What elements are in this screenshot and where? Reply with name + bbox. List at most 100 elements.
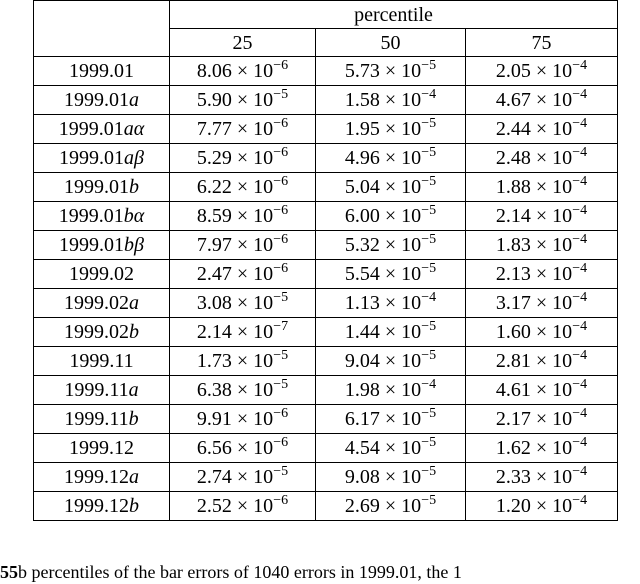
times-ten: × 10 — [231, 466, 274, 488]
exponent: −4 — [572, 319, 588, 334]
mantissa: 8.06 — [196, 60, 232, 82]
mantissa: 5.32 — [344, 234, 380, 256]
exponent: −4 — [572, 116, 588, 131]
value-cell: 1.20 × 10−4 — [465, 491, 618, 521]
times-ten: × 10 — [379, 466, 422, 488]
mantissa: 4.96 — [344, 147, 380, 169]
times-ten: × 10 — [379, 408, 422, 430]
times-ten: × 10 — [530, 205, 573, 227]
exponent: −4 — [572, 261, 588, 276]
value-cell: 6.38 × 10−5 — [169, 375, 316, 405]
exponent: −7 — [273, 319, 289, 334]
row-label: 1999.01bα — [33, 201, 170, 231]
exponent: −6 — [273, 406, 289, 421]
value-cell: 6.00 × 10−5 — [315, 201, 466, 231]
row-label: 1999.01a — [33, 85, 170, 115]
mantissa: 3.17 — [495, 292, 531, 314]
times-ten: × 10 — [530, 118, 573, 140]
table-row: 1999.01bα 8.59 × 10−6 6.00 × 10−5 2.14 × 10… — [33, 201, 618, 231]
value-cell: 4.61 × 10−4 — [465, 375, 618, 405]
value-cell: 6.17 × 10−5 — [315, 404, 466, 434]
row-label: 1999.11a — [33, 375, 170, 405]
value-cell: 2.17 × 10−4 — [465, 404, 618, 434]
times-ten: × 10 — [231, 263, 274, 285]
times-ten: × 10 — [379, 437, 422, 459]
row-label: 1999.02b — [33, 317, 170, 347]
table-row: 1999.01a 5.90 × 10−5 1.58 × 10−4 4.67 × 10−… — [33, 85, 618, 115]
row-label: 1999.02 — [33, 259, 170, 289]
value-cell: 6.56 × 10−6 — [169, 433, 316, 463]
exponent: −6 — [273, 493, 289, 508]
times-ten: × 10 — [530, 408, 573, 430]
caption-number: 55 — [0, 562, 18, 582]
mantissa: 5.90 — [196, 89, 232, 111]
value-cell: 1.73 × 10−5 — [169, 346, 316, 376]
mantissa: 4.54 — [344, 437, 380, 459]
value-cell: 2.44 × 10−4 — [465, 114, 618, 144]
times-ten: × 10 — [379, 234, 422, 256]
times-ten: × 10 — [530, 437, 573, 459]
mantissa: 4.67 — [495, 89, 531, 111]
value-cell: 2.81 × 10−4 — [465, 346, 618, 376]
value-cell: 2.05 × 10−4 — [465, 56, 618, 86]
mantissa: 1.98 — [344, 379, 380, 401]
exponent: −6 — [273, 116, 289, 131]
row-label: 1999.12 — [33, 433, 170, 463]
table-row: 1999.11b 9.91 × 10−6 6.17 × 10−5 2.17 × 10−… — [33, 404, 618, 434]
column-header-50: 50 — [315, 28, 466, 57]
mantissa: 9.04 — [344, 350, 380, 372]
value-cell: 2.48 × 10−4 — [465, 143, 618, 173]
value-cell: 2.47 × 10−6 — [169, 259, 316, 289]
exponent: −5 — [421, 464, 437, 479]
mantissa: 1.44 — [344, 321, 380, 343]
exponent: −4 — [421, 87, 437, 102]
times-ten: × 10 — [379, 147, 422, 169]
times-ten: × 10 — [231, 205, 274, 227]
exponent: −5 — [421, 348, 437, 363]
value-cell: 4.54 × 10−5 — [315, 433, 466, 463]
table-row: 1999.01 8.06 × 10−6 5.73 × 10−5 2.05 × 10−4 — [33, 56, 618, 86]
value-cell: 5.73 × 10−5 — [315, 56, 466, 86]
exponent: −4 — [572, 464, 588, 479]
table-row: 1999.02 2.47 × 10−6 5.54 × 10−5 2.13 × 10−4 — [33, 259, 618, 289]
value-cell: 5.54 × 10−5 — [315, 259, 466, 289]
row-label: 1999.12a — [33, 462, 170, 492]
mantissa: 1.62 — [495, 437, 531, 459]
times-ten: × 10 — [231, 234, 274, 256]
mantissa: 5.04 — [344, 176, 380, 198]
mantissa: 1.60 — [495, 321, 531, 343]
exponent: −6 — [273, 261, 289, 276]
value-cell: 8.59 × 10−6 — [169, 201, 316, 231]
exponent: −5 — [421, 145, 437, 160]
row-label: 1999.11b — [33, 404, 170, 434]
times-ten: × 10 — [231, 321, 274, 343]
value-cell: 5.29 × 10−6 — [169, 143, 316, 173]
exponent: −4 — [572, 493, 588, 508]
times-ten: × 10 — [530, 147, 573, 169]
row-label: 1999.02a — [33, 288, 170, 318]
times-ten: × 10 — [530, 176, 573, 198]
value-cell: 2.52 × 10−6 — [169, 491, 316, 521]
mantissa: 2.52 — [196, 495, 232, 517]
exponent: −6 — [273, 232, 289, 247]
exponent: −5 — [421, 493, 437, 508]
mantissa: 2.44 — [495, 118, 531, 140]
times-ten: × 10 — [530, 292, 573, 314]
exponent: −5 — [273, 87, 289, 102]
table-row: 1999.12a 2.74 × 10−5 9.08 × 10−5 2.33 × 10−… — [33, 462, 618, 492]
exponent: −6 — [273, 145, 289, 160]
mantissa: 2.47 — [196, 263, 232, 285]
value-cell: 9.04 × 10−5 — [315, 346, 466, 376]
mantissa: 2.69 — [344, 495, 380, 517]
value-cell: 1.62 × 10−4 — [465, 433, 618, 463]
corner-cell — [33, 0, 170, 57]
exponent: −5 — [421, 261, 437, 276]
percentile-table: percentile 25 50 75 1999.01 8.06 × 10−6 5.… — [33, 0, 618, 521]
value-cell: 1.13 × 10−4 — [315, 288, 466, 318]
exponent: −4 — [572, 174, 588, 189]
table-caption: 55b percentiles of the bar errors of 104… — [0, 562, 462, 583]
mantissa: 3.08 — [196, 292, 232, 314]
value-cell: 2.14 × 10−7 — [169, 317, 316, 347]
exponent: −5 — [421, 174, 437, 189]
times-ten: × 10 — [379, 263, 422, 285]
